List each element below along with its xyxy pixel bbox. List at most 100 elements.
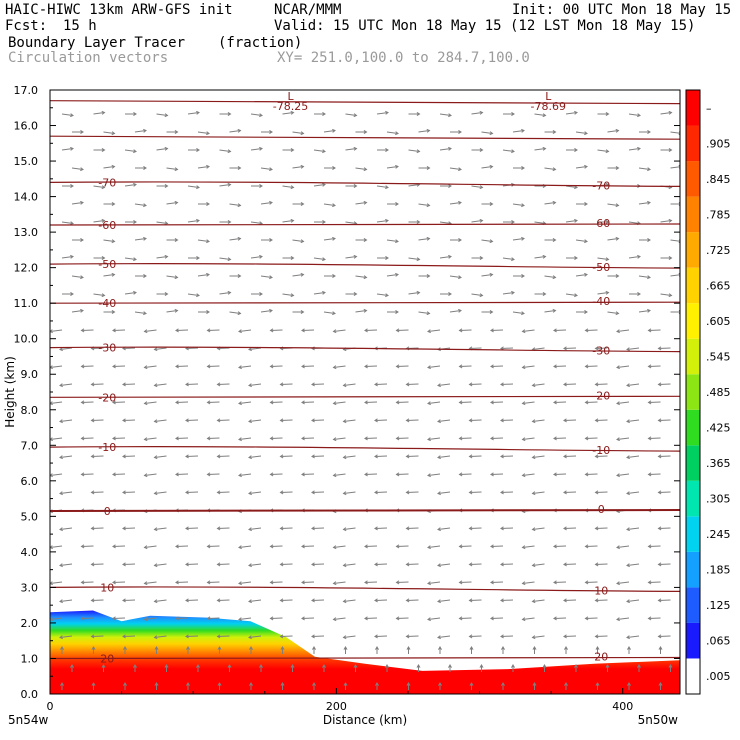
vector-arrow: [449, 310, 462, 313]
vector-arrowhead: [153, 455, 158, 460]
vector-arrowhead: [101, 110, 106, 115]
vector-arrowhead: [50, 581, 53, 586]
vector-arrow: [585, 437, 598, 439]
vector-arrow: [628, 256, 641, 259]
vector-arrowhead: [469, 646, 474, 650]
vector-arrowhead: [185, 382, 189, 387]
vector-arrow: [71, 202, 84, 205]
vector-arrowhead: [185, 562, 189, 567]
vector-arrowhead: [563, 454, 567, 459]
fcst-value: 15 h: [63, 18, 97, 34]
vector-arrow: [512, 130, 525, 133]
vector-arrowhead: [657, 418, 662, 423]
vector-arrow: [522, 437, 535, 440]
vector-arrow: [248, 527, 262, 530]
vector-arrow: [406, 419, 419, 421]
vector-arrow: [270, 473, 283, 475]
vector-arrow: [103, 166, 115, 169]
vector-arrow: [313, 149, 326, 152]
vector-arrowhead: [300, 310, 305, 314]
vector-arrow: [250, 221, 263, 224]
vector-arrow: [459, 437, 472, 439]
vector-arrow: [270, 581, 283, 583]
vector-arrow: [648, 473, 661, 475]
vector-arrowhead: [279, 454, 284, 459]
vector-arrow: [449, 167, 462, 170]
vector-arrowhead: [616, 581, 620, 586]
vector-arrow: [59, 455, 73, 458]
vector-arrowhead: [227, 664, 232, 668]
vector-arrowhead: [364, 580, 368, 585]
vector-arrow: [553, 581, 567, 583]
y-tick-label: 4.0: [21, 546, 39, 559]
vector-arrow: [229, 130, 241, 133]
vector-arrow: [250, 148, 263, 151]
vector-arrowhead: [70, 254, 74, 259]
vector-arrow: [490, 401, 504, 403]
vector-arrow: [333, 401, 346, 404]
vector-arrow: [229, 203, 241, 206]
vector-arrowhead: [80, 130, 84, 134]
vector-arrow: [396, 581, 409, 583]
vector-arrowhead: [312, 646, 316, 650]
vector-arrow: [437, 383, 451, 386]
vector-arrowhead: [531, 491, 536, 496]
vector-arrow: [418, 311, 430, 314]
vector-arrowhead: [301, 472, 305, 477]
vector-arrowhead: [563, 634, 567, 639]
vector-arrowhead: [322, 664, 326, 668]
vector-arrowhead: [248, 419, 252, 424]
vector-arrowhead: [153, 563, 158, 568]
vector-arrowhead: [542, 146, 547, 151]
vector-arrow: [185, 491, 199, 493]
vector-arrow: [512, 311, 525, 314]
vector-arrow: [154, 347, 167, 350]
vector-arrow: [502, 257, 515, 260]
vector-arrowhead: [206, 580, 211, 585]
vector-arrowhead: [280, 646, 285, 650]
colorbar-label: .785: [706, 208, 731, 221]
vector-arrowhead: [490, 436, 494, 441]
vector-arrowhead: [437, 563, 441, 568]
vector-arrow: [490, 545, 504, 547]
vector-arrow: [563, 635, 577, 637]
colorbar-swatch: [686, 445, 700, 481]
vector-arrow: [616, 437, 630, 440]
isotherm-label: -70: [592, 179, 610, 192]
vector-arrowhead: [174, 238, 179, 242]
y-tick-label: 8.0: [21, 404, 39, 417]
y-tick-label: 15.0: [14, 155, 39, 168]
isotherm-line: [50, 222, 680, 226]
vector-arrowhead: [122, 634, 126, 639]
vector-arrow: [154, 419, 167, 422]
vector-arrowhead: [658, 646, 663, 650]
vector-arrowhead: [311, 526, 315, 531]
vector-arrow: [280, 563, 293, 565]
vector-arrowhead: [584, 400, 589, 405]
vector-arrowhead: [406, 646, 411, 650]
vector-arrow: [439, 256, 452, 259]
vector-arrow: [270, 365, 283, 367]
vector-arrowhead: [353, 292, 358, 296]
vector-arrowhead: [269, 238, 273, 242]
vector-arrowhead: [50, 365, 53, 370]
vector-arrowhead: [563, 598, 567, 603]
vector-arrow: [93, 112, 105, 115]
vector-arrowhead: [500, 526, 504, 531]
vector-arrowhead: [584, 580, 589, 585]
vector-arrowhead: [133, 290, 137, 295]
vector-arrowhead: [311, 454, 315, 459]
vector-arrow: [364, 365, 378, 367]
vector-arrowhead: [521, 311, 525, 316]
vector-arrow: [238, 365, 252, 368]
vector-arrow: [270, 617, 283, 619]
vector-arrowhead: [269, 436, 274, 441]
vector-arrow: [553, 545, 567, 547]
vector-arrow: [376, 220, 389, 223]
vector-arrow: [500, 383, 514, 385]
vector-arrowhead: [521, 274, 525, 278]
vector-arrow: [500, 419, 514, 421]
vector-arrow: [59, 527, 73, 530]
vector-arrow: [626, 419, 640, 422]
vector-arrowhead: [269, 616, 274, 621]
